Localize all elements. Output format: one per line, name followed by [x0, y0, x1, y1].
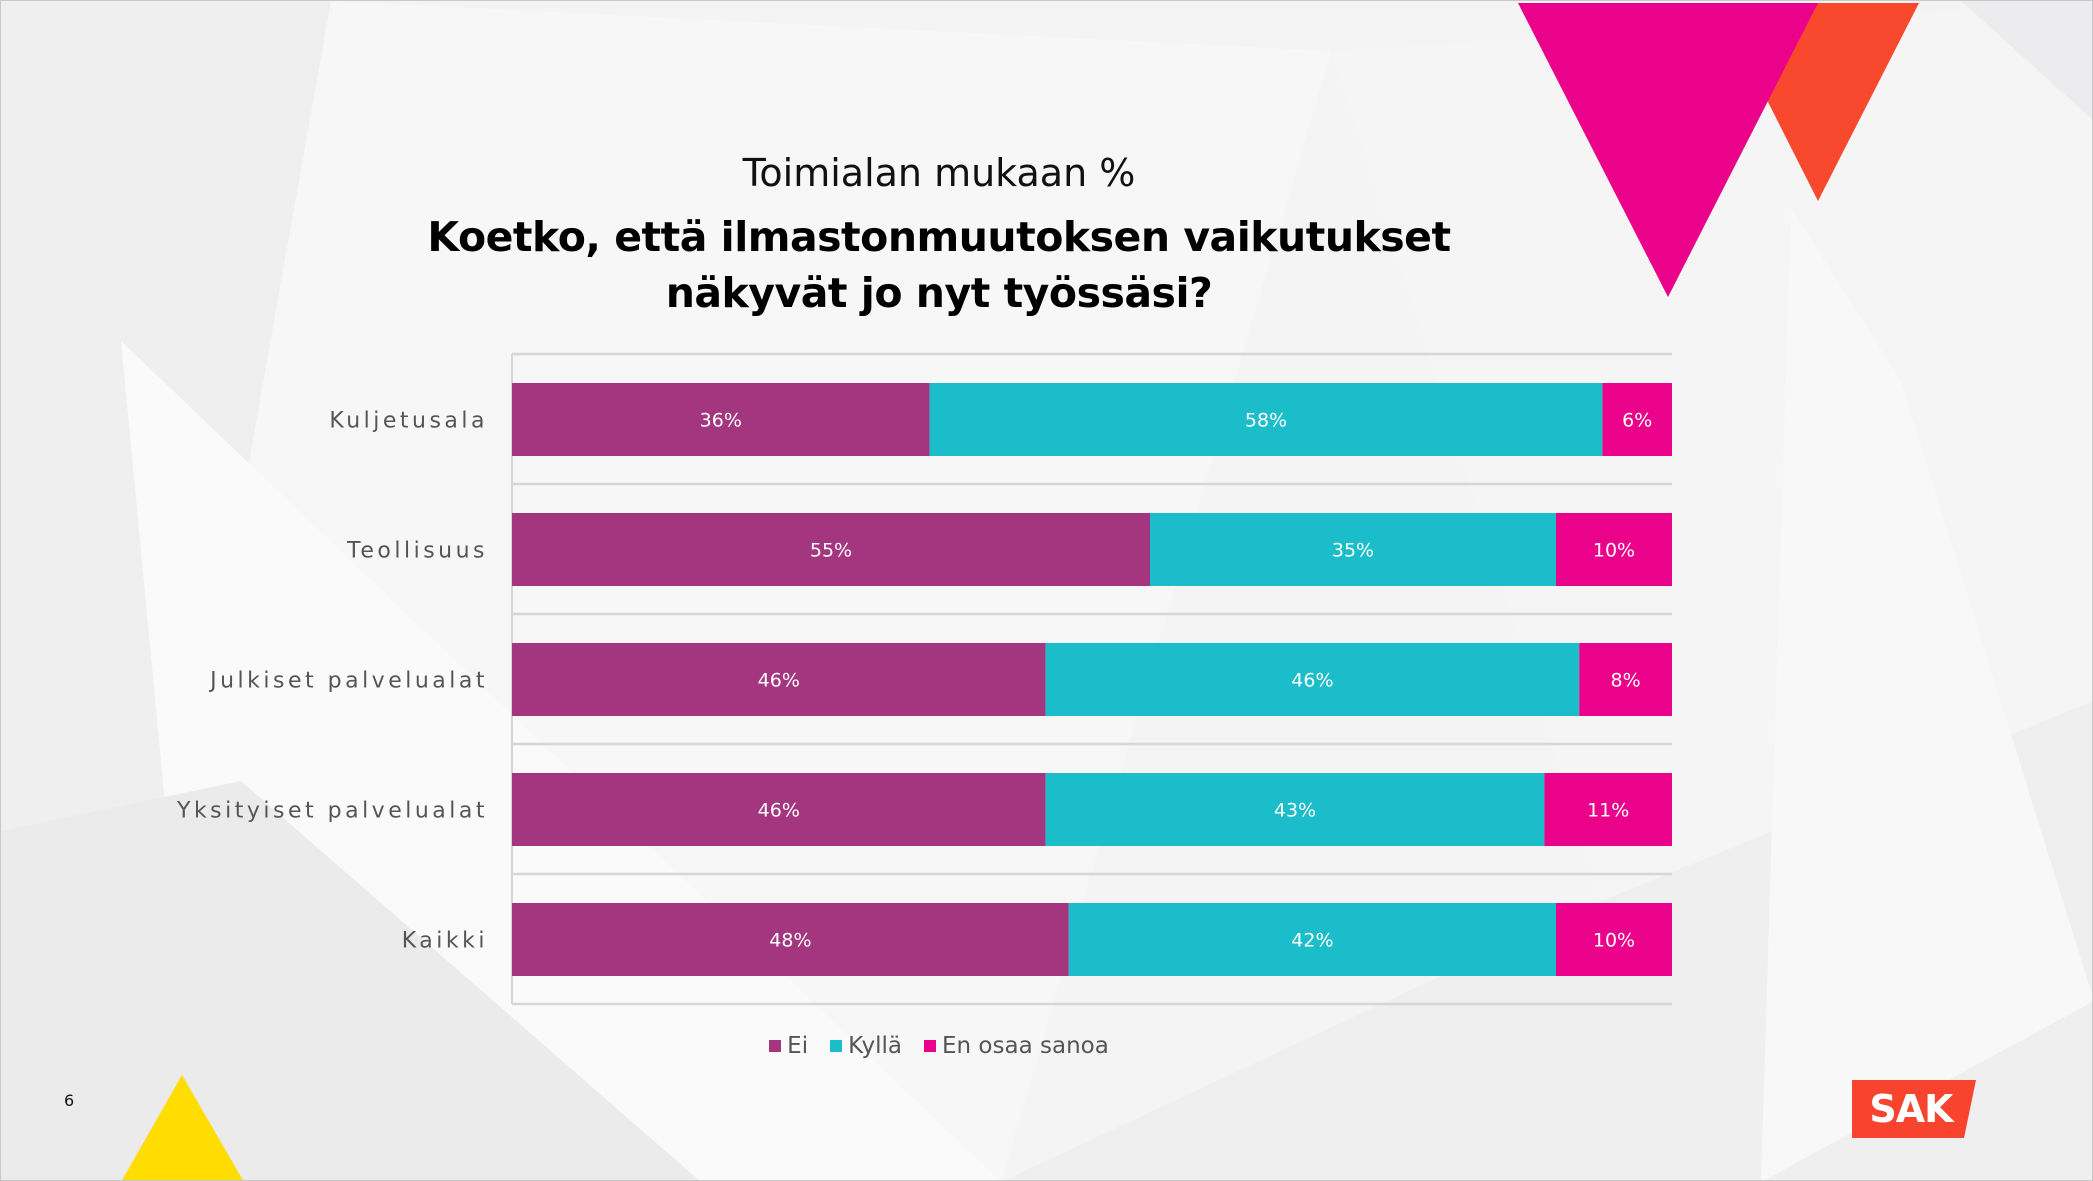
category-label: Yksityiset palvelualat	[176, 799, 488, 824]
sak-logo: SAK	[1869, 1087, 1953, 1131]
data-label: 35%	[1332, 540, 1374, 562]
bar-segment-en-osaa-sanoa	[1602, 383, 1672, 456]
category-label: Teollisuus	[346, 539, 488, 564]
bar-segment-ei	[512, 643, 1046, 716]
category-labels: Kuljetusala Teollisuus Julkiset palveluala…	[176, 409, 488, 954]
chart-subtitle: Toimialan mukaan %	[742, 151, 1136, 195]
page-number: 6	[64, 1091, 75, 1110]
data-label: 58%	[1245, 410, 1287, 432]
legend-swatch-kylla	[830, 1040, 843, 1052]
data-label: 42%	[1291, 930, 1333, 952]
category-label: Julkiset palvelualat	[208, 669, 488, 694]
bars: 36% 58% 6% 55% 35% 10% 46% 46% 8% 46% 43% 11% 48% 42%…	[512, 383, 1672, 976]
data-label: 10%	[1593, 930, 1635, 952]
data-label: 6%	[1622, 410, 1652, 432]
data-label: 46%	[1291, 670, 1333, 692]
data-label: 46%	[758, 670, 800, 692]
legend-label-ei: Ei	[787, 1033, 809, 1059]
bar-segment-ei	[512, 773, 1046, 846]
data-label: 46%	[758, 800, 800, 822]
chart-title: Koetko, että ilmastonmuutoksen vaikutuks…	[1, 209, 1877, 321]
chart-title-line-2: näkyvät jo nyt työssäsi?	[665, 269, 1213, 317]
legend-swatch-en-osaa-sanoa	[924, 1040, 937, 1052]
bar-segment-kyllä	[929, 383, 1603, 456]
legend-swatch-ei	[769, 1040, 782, 1052]
data-label: 8%	[1611, 670, 1641, 692]
bar-segment-kyllä	[1068, 903, 1556, 976]
bar-segment-en-osaa-sanoa	[1579, 643, 1672, 716]
yellow-triangle	[122, 1075, 243, 1180]
legend-item-kylla: Kyllä	[830, 1033, 902, 1059]
data-label: 10%	[1593, 540, 1635, 562]
legend: Ei Kyllä En osaa sanoa	[1, 1033, 1877, 1059]
bar-segment-kyllä	[1150, 513, 1556, 586]
bar-segment-ei	[512, 383, 930, 456]
bar-segment-kyllä	[1045, 773, 1545, 846]
legend-item-en-osaa-sanoa: En osaa sanoa	[924, 1033, 1109, 1059]
chart-title-line-1: Koetko, että ilmastonmuutoksen vaikutuks…	[427, 213, 1451, 261]
bar-segment-en-osaa-sanoa	[1556, 903, 1672, 976]
bg-shape	[1961, 1, 2092, 120]
bar-segment-kyllä	[1045, 643, 1580, 716]
category-label: Kaikki	[402, 929, 488, 954]
bar-segment-en-osaa-sanoa	[1556, 513, 1672, 586]
data-label: 48%	[769, 930, 811, 952]
legend-label-kylla: Kyllä	[848, 1033, 903, 1059]
legend-item-ei: Ei	[769, 1033, 808, 1059]
bar-segment-ei	[512, 903, 1069, 976]
legend-label-en-osaa-sanoa: En osaa sanoa	[942, 1033, 1109, 1059]
data-label: 55%	[810, 540, 852, 562]
data-label: 36%	[700, 410, 742, 432]
magenta-triangle	[1518, 3, 1818, 297]
sak-logo-shape	[1852, 1080, 1976, 1138]
bg-shape	[1761, 208, 2092, 1180]
category-label: Kuljetusala	[329, 409, 488, 434]
gridlines	[511, 352, 1672, 1006]
bar-segment-ei	[512, 513, 1150, 586]
data-label: 43%	[1274, 800, 1316, 822]
bg-shape	[1, 781, 699, 1180]
bar-segment-en-osaa-sanoa	[1544, 773, 1672, 846]
data-label: 11%	[1587, 800, 1629, 822]
